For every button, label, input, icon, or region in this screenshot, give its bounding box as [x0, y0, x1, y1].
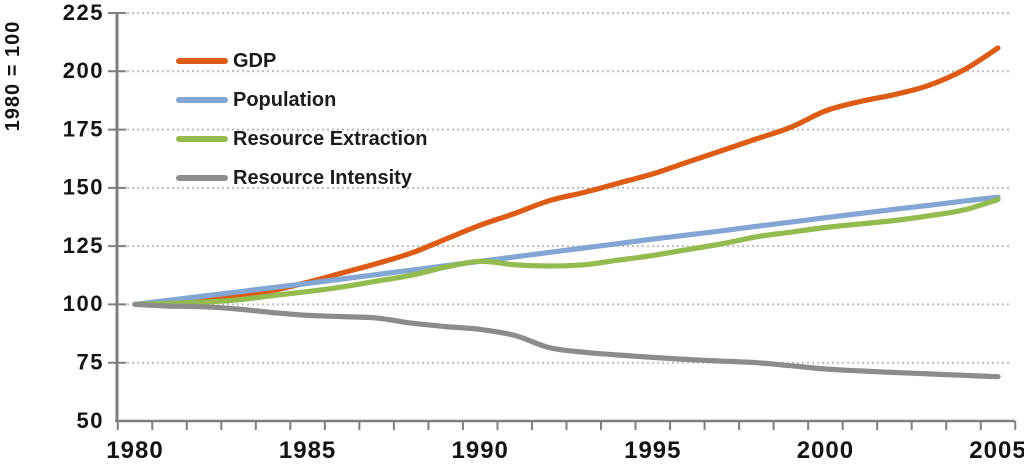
legend-item-resource-extraction: Resource Extraction	[176, 127, 428, 151]
x-tick-label: 2005	[969, 437, 1024, 464]
y-tick-label: 50	[77, 408, 104, 433]
y-tick-label: 75	[77, 350, 104, 375]
x-tick-label: 1990	[452, 437, 509, 464]
legend-label: Resource Extraction	[233, 128, 428, 150]
series-line-resource-intensity	[132, 301, 1001, 380]
x-tick-label: 2000	[797, 437, 854, 464]
x-tick-label: 1985	[279, 437, 336, 464]
legend-item-resource-intensity: Resource Intensity	[176, 166, 412, 190]
x-tick-label: 1980	[106, 437, 163, 464]
y-axis-title: 1980 = 100	[2, 21, 24, 132]
legend-swatch-icon	[176, 136, 228, 142]
legend-item-gdp: GDP	[176, 49, 276, 73]
legend-label: GDP	[233, 50, 277, 72]
x-tick-label: 1995	[624, 437, 681, 464]
y-tick-label: 100	[63, 291, 104, 316]
y-tick-label: 125	[63, 233, 104, 258]
y-tick-label: 175	[63, 116, 104, 141]
series-line-population	[132, 194, 1001, 307]
series-line-resource-extraction	[132, 196, 1001, 307]
legend-swatch-icon	[176, 175, 228, 181]
y-tick-label: 150	[63, 175, 104, 200]
legend-swatch-icon	[176, 97, 228, 103]
y-tick-label: 200	[63, 58, 104, 83]
legend-label: Resource Intensity	[233, 167, 412, 189]
legend-item-population: Population	[176, 88, 336, 112]
y-tick-label: 225	[63, 0, 104, 25]
legend-label: Population	[233, 89, 337, 111]
legend-swatch-icon	[176, 58, 228, 64]
